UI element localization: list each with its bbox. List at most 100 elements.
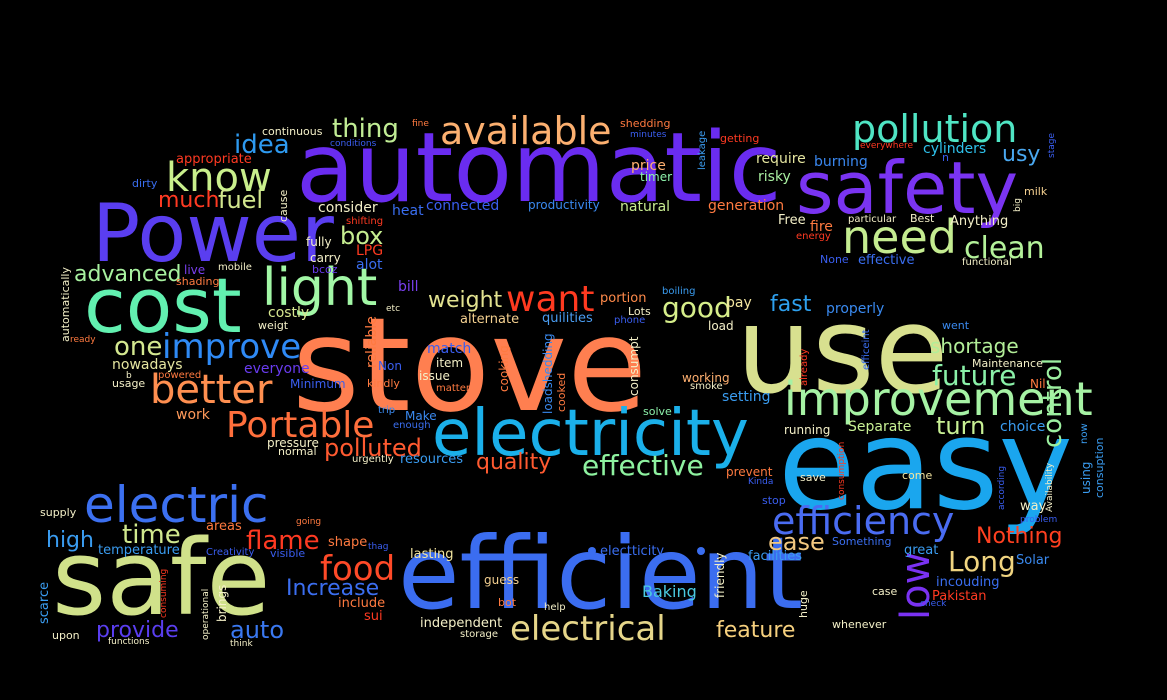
- word-solve: solve: [643, 405, 672, 418]
- word-functional: functional: [962, 257, 1012, 268]
- word-generation: generation: [708, 198, 785, 214]
- word-stage: stage: [1047, 133, 1057, 158]
- word-separate: Separate: [848, 419, 912, 435]
- word-carry: carry: [310, 251, 341, 265]
- word-incouding: incouding: [936, 575, 1000, 590]
- word-good: good: [662, 291, 732, 324]
- word-safe: safe: [52, 517, 271, 639]
- word-increase: Increase: [286, 576, 380, 601]
- word-power: Power: [92, 187, 334, 280]
- word-consuption: consuption: [1093, 437, 1106, 498]
- word-clean: clean: [964, 231, 1045, 266]
- word-shifting: shifting: [346, 216, 384, 227]
- word-include: include: [338, 596, 386, 611]
- word-available: available: [440, 109, 612, 153]
- word-one: one: [114, 332, 163, 362]
- word-pay: pay: [726, 295, 752, 311]
- word-bcoz: bcoz: [312, 263, 338, 276]
- word-free: Free: [778, 213, 806, 228]
- word-areas: areas: [206, 519, 242, 534]
- word-pollution: pollution: [852, 107, 1018, 151]
- word-already: already: [799, 348, 810, 386]
- word-issue: issue: [419, 369, 450, 383]
- word-use: use: [736, 282, 949, 421]
- word-efficient: efficient: [398, 515, 804, 632]
- word-check: check: [920, 599, 947, 609]
- word-effective-small: effective: [858, 253, 915, 268]
- word-milk: milk: [1024, 185, 1048, 198]
- word-friendly: friendly: [713, 552, 727, 598]
- word-cylinders: cylinders: [923, 141, 987, 157]
- word-item: item: [436, 356, 464, 370]
- word-huge: huge: [797, 590, 810, 618]
- word-going: going: [296, 517, 322, 527]
- word-urgently: urgently: [352, 454, 394, 465]
- word-normal: normal: [278, 445, 317, 458]
- word-fast: fast: [770, 292, 812, 317]
- word-way: way: [1020, 499, 1047, 514]
- word-phone: phone: [614, 315, 646, 326]
- word-big: big: [1013, 198, 1023, 212]
- word-anything: Anything: [950, 214, 1009, 229]
- word-went: went: [942, 319, 970, 332]
- word-live: live: [184, 263, 206, 277]
- word-choice: choice: [1000, 419, 1046, 435]
- word-shape: shape: [328, 535, 368, 550]
- word-quality: quality: [476, 450, 552, 475]
- word-enough: enough: [393, 420, 431, 431]
- word-functions: functions: [108, 637, 150, 647]
- word-fuel: fuel: [218, 186, 264, 214]
- word-availability: Availability: [1045, 462, 1055, 512]
- word-electrical: electrical: [510, 609, 666, 649]
- word-lasting: lasting: [410, 547, 454, 562]
- word-etc: etc: [386, 304, 401, 314]
- word-consumption: consumption: [837, 441, 847, 500]
- word-timer: timer: [640, 170, 673, 184]
- word-much: much: [158, 188, 220, 213]
- word-time: time: [122, 520, 181, 550]
- word-bill: bill: [398, 279, 419, 295]
- word-light: light: [262, 258, 378, 318]
- word-leakage: leakage: [697, 130, 708, 170]
- word-reliable: reliable: [364, 316, 380, 368]
- word-improvement: improvement: [784, 372, 1093, 426]
- word-shading: shading: [176, 275, 220, 288]
- word-low: low: [893, 551, 939, 620]
- word-using: using: [1079, 461, 1093, 494]
- word-come: come: [902, 469, 933, 482]
- word-weigt: weigt: [258, 319, 289, 332]
- word-efficiency: efficiency: [772, 499, 955, 543]
- word-burning: burning: [814, 154, 868, 170]
- word-minimum: Minimum: [290, 377, 346, 391]
- word-trip: trip: [378, 405, 396, 416]
- word-thag: thag: [368, 542, 389, 552]
- word-everywhere: everywhere: [860, 141, 914, 151]
- word-continuous: continuous: [262, 125, 323, 138]
- word-ready: ready: [70, 335, 96, 345]
- word-easy: easy: [778, 391, 1073, 538]
- word-help: help: [544, 602, 566, 613]
- word-improve: improve: [162, 327, 302, 367]
- word-cause: cause: [277, 189, 290, 222]
- word-future: future: [932, 359, 1017, 392]
- word-operational: operational: [201, 588, 211, 640]
- word-want: want: [506, 279, 595, 320]
- bullet-dot-right: [697, 547, 705, 555]
- word-idea: idea: [234, 130, 290, 160]
- word-whenever: whenever: [832, 618, 887, 631]
- word-lpg: LPG: [356, 243, 384, 259]
- word-independent: independent: [420, 616, 503, 631]
- word-nowadays: nowadays: [112, 357, 183, 373]
- word-n: n: [942, 151, 949, 164]
- word-case: case: [872, 585, 898, 598]
- word-long: Long: [948, 545, 1016, 578]
- word-efficeint: efficeint: [861, 329, 872, 370]
- word-minutes: minutes: [630, 130, 667, 140]
- word-auto: auto: [230, 616, 285, 644]
- word-energy: energy: [796, 231, 831, 242]
- word-portable: Portable: [226, 405, 375, 446]
- word-thing: thing: [332, 114, 399, 144]
- word-work: work: [176, 407, 210, 423]
- word-turn: turn: [936, 412, 986, 440]
